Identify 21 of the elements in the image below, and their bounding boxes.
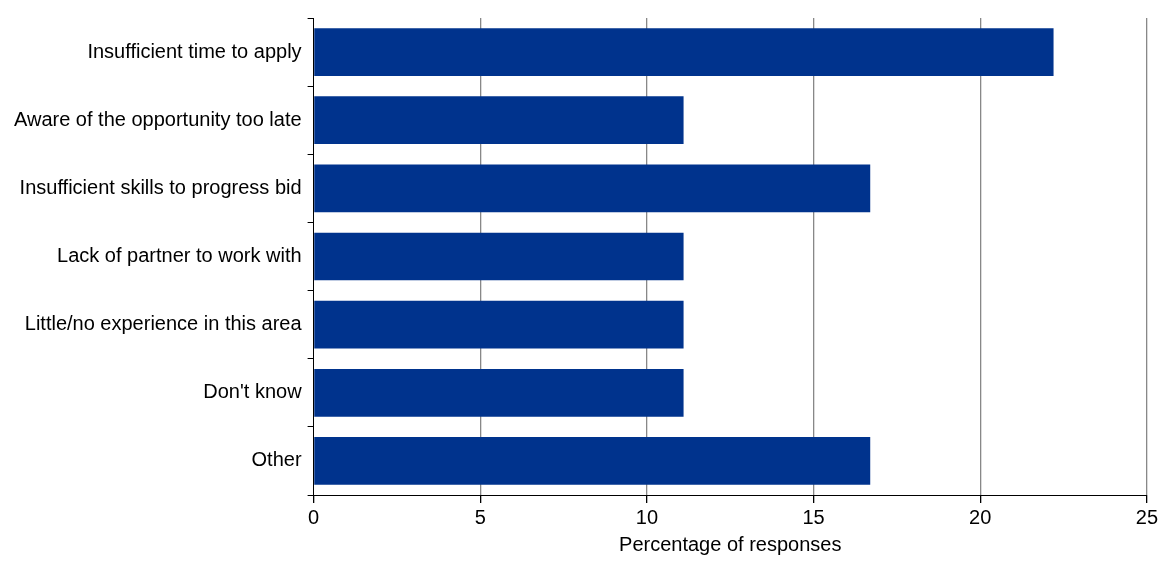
x-tick-label: 15 (802, 505, 825, 528)
bar (314, 232, 684, 281)
x-tick-label: 10 (635, 505, 659, 528)
x-axis-title: Percentage of responses (619, 532, 842, 555)
x-tick-label: 20 (969, 505, 992, 528)
bar (314, 368, 684, 417)
bar (314, 437, 871, 485)
bar (314, 300, 684, 349)
y-tick-label: Insufficient time to apply (87, 39, 302, 62)
y-tick-label: Lack of partner to work with (57, 244, 302, 267)
x-tick-label: 5 (474, 505, 486, 528)
bar (314, 28, 1054, 76)
y-tick-label: Little/no experience in this area (24, 312, 303, 335)
x-tick-label: 25 (1135, 505, 1158, 528)
y-tick-label: Aware of the opportunity too late (13, 107, 302, 130)
bar (314, 164, 871, 213)
y-tick-label: Don't know (203, 380, 303, 403)
x-tick-label: 0 (308, 505, 320, 528)
y-tick-label: Other (251, 448, 302, 471)
y-tick-label: Insufficient skills to progress bid (19, 175, 302, 198)
bar (314, 96, 684, 145)
